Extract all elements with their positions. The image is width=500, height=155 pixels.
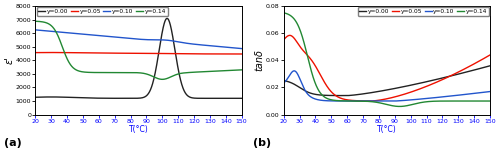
y=0.10 <box>487 91 493 93</box>
Text: (a): (a) <box>4 138 22 148</box>
y=0.10 <box>238 48 244 49</box>
y=0.00 <box>238 97 244 99</box>
y=0.05 <box>152 53 158 54</box>
y=0.10 <box>438 96 444 98</box>
y=0.00 <box>164 18 170 19</box>
y=0.10 <box>412 99 418 100</box>
y=0.05 <box>48 52 54 53</box>
y=0.00 <box>406 85 412 86</box>
y=0.10 <box>32 29 38 31</box>
y=0.05 <box>368 100 374 102</box>
Text: (b): (b) <box>253 138 271 148</box>
y=0.00 <box>152 72 158 74</box>
y=0.14 <box>487 100 493 102</box>
y=0.14 <box>160 78 166 80</box>
y=0.00 <box>344 95 350 97</box>
y=0.14 <box>458 100 464 102</box>
y=0.14 <box>412 103 418 105</box>
y=0.05 <box>412 89 418 91</box>
y=0.00 <box>487 65 493 67</box>
y=0.14 <box>164 78 170 79</box>
Line: y=0.05: y=0.05 <box>284 35 490 101</box>
y=0.14 <box>294 21 300 23</box>
y=0.14 <box>396 106 402 107</box>
Legend: y=0.00, y=0.05, y=0.10, y=0.14: y=0.00, y=0.05, y=0.10, y=0.14 <box>358 7 489 16</box>
y=0.14 <box>438 100 444 102</box>
y=0.10 <box>392 100 398 102</box>
y=0.14 <box>45 23 51 24</box>
y=0.00 <box>401 86 407 88</box>
y=0.10 <box>294 72 300 73</box>
y=0.05 <box>32 52 38 53</box>
Line: y=0.14: y=0.14 <box>284 13 490 106</box>
y=0.05 <box>294 41 300 43</box>
y=0.00 <box>458 72 464 74</box>
Line: y=0.00: y=0.00 <box>36 18 242 98</box>
y=0.14 <box>210 70 216 72</box>
y=0.00 <box>280 80 286 82</box>
y=0.05 <box>189 53 195 55</box>
y=0.05 <box>210 53 216 55</box>
y=0.05 <box>406 92 412 93</box>
y=0.05 <box>438 80 444 81</box>
y=0.14 <box>406 104 412 106</box>
y=0.10 <box>164 39 170 41</box>
Y-axis label: ε': ε' <box>4 56 14 64</box>
y=0.14 <box>401 105 407 107</box>
Legend: y=0.00, y=0.05, y=0.10, y=0.14: y=0.00, y=0.05, y=0.10, y=0.14 <box>36 7 168 16</box>
y=0.05 <box>487 54 493 56</box>
y=0.14 <box>152 77 158 78</box>
y=0.10 <box>280 82 286 84</box>
y=0.14 <box>280 12 286 14</box>
y=0.10 <box>459 94 465 96</box>
y=0.00 <box>294 84 300 86</box>
y=0.00 <box>234 97 240 99</box>
Line: y=0.14: y=0.14 <box>36 21 242 79</box>
Line: y=0.10: y=0.10 <box>284 71 490 101</box>
y=0.00 <box>45 96 51 98</box>
y=0.00 <box>210 97 216 99</box>
y=0.00 <box>438 78 444 79</box>
y=0.00 <box>189 97 195 99</box>
y=0.05 <box>401 93 407 95</box>
y=0.14 <box>32 20 38 22</box>
y=0.10 <box>152 39 158 41</box>
y=0.14 <box>189 71 195 73</box>
y=0.05 <box>238 53 244 55</box>
y=0.05 <box>459 69 465 71</box>
y=0.14 <box>238 69 244 71</box>
y=0.10 <box>401 100 407 101</box>
y=0.10 <box>406 99 412 101</box>
y=0.10 <box>158 39 164 41</box>
y=0.10 <box>45 30 51 32</box>
Y-axis label: tanδ: tanδ <box>254 49 264 71</box>
X-axis label: T(°C): T(°C) <box>128 125 148 134</box>
y=0.05 <box>164 53 170 55</box>
y=0.05 <box>158 53 164 54</box>
y=0.00 <box>164 17 170 19</box>
y=0.14 <box>158 78 164 80</box>
Line: y=0.05: y=0.05 <box>36 53 242 54</box>
y=0.00 <box>412 83 418 85</box>
y=0.10 <box>189 43 195 45</box>
y=0.05 <box>280 39 286 41</box>
y=0.00 <box>32 96 38 98</box>
y=0.00 <box>158 41 164 42</box>
y=0.10 <box>291 70 297 72</box>
Line: y=0.10: y=0.10 <box>36 30 242 49</box>
y=0.10 <box>210 45 216 47</box>
X-axis label: T(°C): T(°C) <box>377 125 396 134</box>
Line: y=0.00: y=0.00 <box>284 66 490 96</box>
y=0.05 <box>45 52 51 53</box>
y=0.05 <box>286 34 292 36</box>
